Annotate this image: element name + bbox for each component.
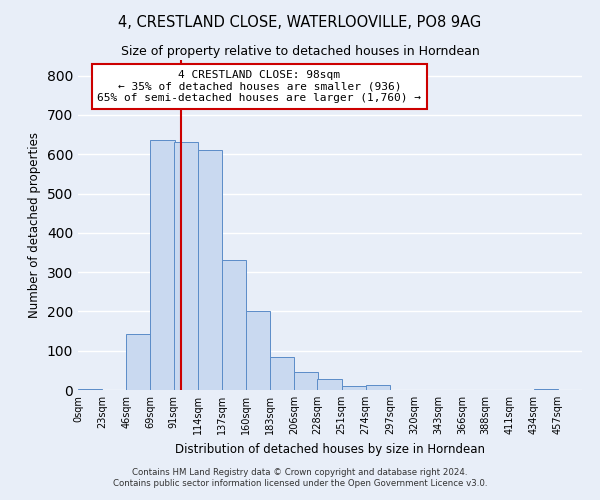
Text: Size of property relative to detached houses in Horndean: Size of property relative to detached ho… bbox=[121, 45, 479, 58]
Bar bbox=[198, 150, 222, 390]
Bar bbox=[270, 356, 294, 390]
Bar bbox=[317, 380, 341, 390]
Bar bbox=[341, 386, 366, 390]
Text: 4, CRESTLAND CLOSE, WATERLOOVILLE, PO8 9AG: 4, CRESTLAND CLOSE, WATERLOOVILLE, PO8 9… bbox=[118, 15, 482, 30]
Bar bbox=[151, 140, 175, 390]
Text: 4 CRESTLAND CLOSE: 98sqm
← 35% of detached houses are smaller (936)
65% of semi-: 4 CRESTLAND CLOSE: 98sqm ← 35% of detach… bbox=[97, 70, 421, 103]
Bar bbox=[534, 389, 558, 390]
Bar bbox=[366, 386, 390, 390]
Bar bbox=[295, 372, 319, 390]
Bar bbox=[127, 334, 151, 390]
Bar bbox=[246, 312, 270, 390]
Bar bbox=[173, 142, 198, 390]
Bar bbox=[78, 389, 102, 390]
X-axis label: Distribution of detached houses by size in Horndean: Distribution of detached houses by size … bbox=[175, 442, 485, 456]
Text: Contains HM Land Registry data © Crown copyright and database right 2024.
Contai: Contains HM Land Registry data © Crown c… bbox=[113, 468, 487, 487]
Bar bbox=[222, 260, 246, 390]
Y-axis label: Number of detached properties: Number of detached properties bbox=[28, 132, 41, 318]
